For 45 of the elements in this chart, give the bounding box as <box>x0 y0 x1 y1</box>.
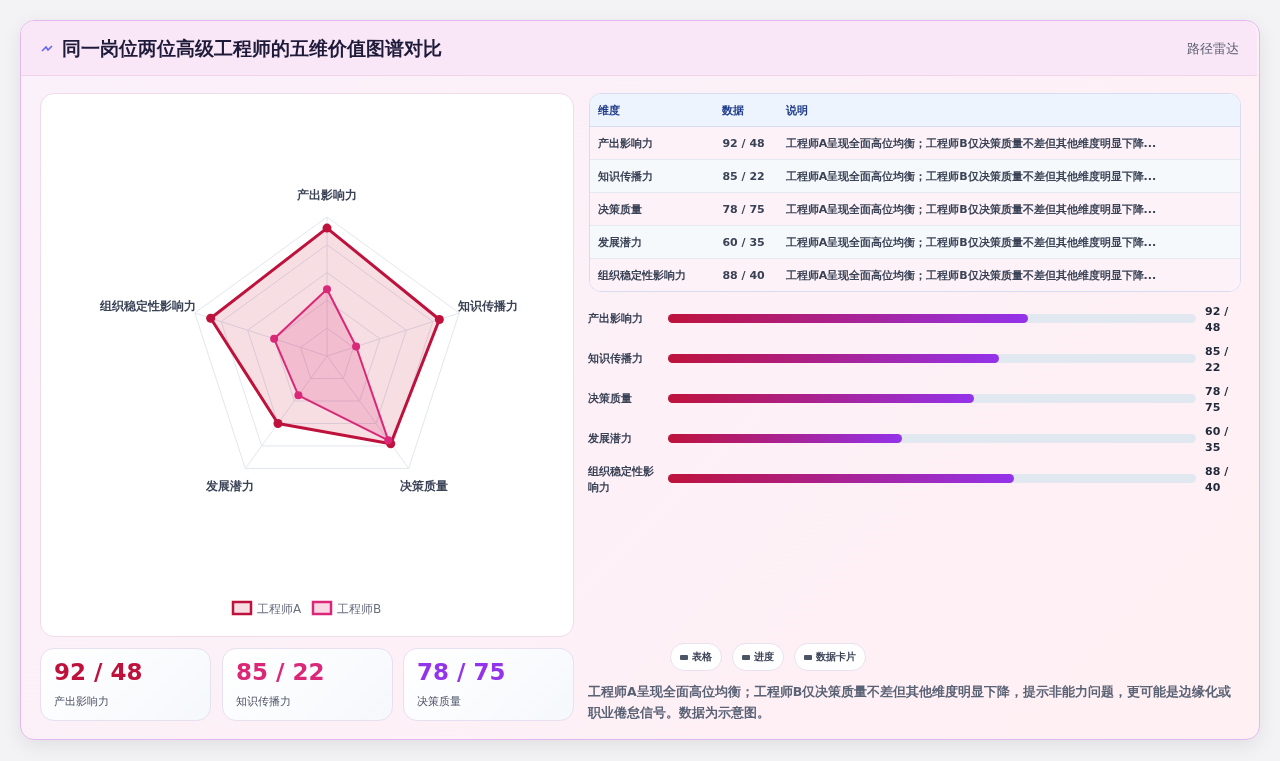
text: 78 / 75 <box>417 659 506 685</box>
text: 工程师A呈现全面高位均衡；工程师B仅决策质量不差但其他维度明显下降... <box>785 268 1157 282</box>
y-tick-label: 产出影响力 <box>588 311 644 327</box>
text: 数据卡片 <box>816 650 856 664</box>
category-label: 数据 <box>722 102 746 118</box>
y-tick-label: 知识传播力 <box>588 351 644 367</box>
legend-label: 工程师B <box>337 602 382 616</box>
text: 工程师A呈现全面高位均衡；工程师B仅决策质量不差但其他维度明显下降，提示非能力问题，更可能是边缘化或职业倦怠信号。数据为示意图。 <box>588 683 1233 722</box>
text: 78 / 75 <box>722 202 765 216</box>
spoke-label: 知识传播力 <box>457 299 519 314</box>
category-label: 说明 <box>785 102 809 118</box>
text: 92 / 48 <box>1205 305 1229 334</box>
text: 产出影响力 <box>598 136 653 150</box>
text: 知识传播力 <box>598 169 653 183</box>
text: 88 / 40 <box>1205 465 1229 494</box>
spoke-label: 决策质量 <box>399 479 448 494</box>
text: 78 / 75 <box>1205 385 1229 414</box>
category-label: 产出影响力 <box>54 694 109 709</box>
text: 92 / 48 <box>54 659 143 685</box>
text: 工程师A呈现全面高位均衡；工程师B仅决策质量不差但其他维度明显下降... <box>785 235 1157 249</box>
text: 工程师A呈现全面高位均衡；工程师B仅决策质量不差但其他维度明显下降... <box>785 202 1157 216</box>
spoke-label: 发展潜力 <box>205 479 255 494</box>
text: 工程师A呈现全面高位均衡；工程师B仅决策质量不差但其他维度明显下降... <box>785 169 1157 183</box>
text: 85 / 22 <box>1205 345 1229 374</box>
text: 组织稳定性影响力 <box>598 268 686 282</box>
category-label: 维度 <box>597 102 621 118</box>
category-label: 决策质量 <box>417 694 461 709</box>
category-label: 知识传播力 <box>236 694 291 709</box>
legend-label: 工程师A <box>257 602 302 616</box>
text: 路径雷达 <box>1187 40 1239 58</box>
y-tick-label: 发展潜力 <box>588 431 633 447</box>
text: 92 / 48 <box>722 136 765 150</box>
text: 工程师A呈现全面高位均衡；工程师B仅决策质量不差但其他维度明显下降... <box>785 136 1157 150</box>
text: 85 / 22 <box>722 169 765 183</box>
text: 表格 <box>692 650 712 664</box>
text: 85 / 22 <box>236 659 325 685</box>
spoke-label: 产出影响力 <box>296 187 357 202</box>
y-tick-label: 组织稳定性影响力 <box>588 464 655 496</box>
text: 60 / 35 <box>722 235 765 249</box>
text: 同一岗位两位高级工程师的五维价值图谱对比 <box>62 36 442 61</box>
y-tick-label: 决策质量 <box>588 391 633 407</box>
text: 60 / 35 <box>1205 425 1229 454</box>
text: 88 / 40 <box>722 268 765 282</box>
text: 进度 <box>754 650 774 664</box>
spoke-label: 组织稳定性影响力 <box>98 299 196 314</box>
